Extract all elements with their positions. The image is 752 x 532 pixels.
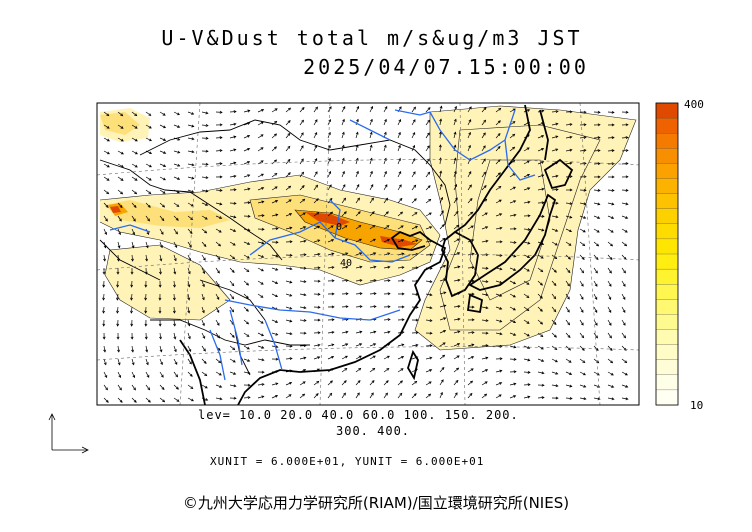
colorbar-swatch bbox=[655, 299, 679, 315]
map-datetime: 2025/04/07.15:00:00 bbox=[303, 55, 589, 79]
colorbar bbox=[655, 102, 679, 406]
colorbar-swatch bbox=[655, 238, 679, 255]
colorbar-swatch bbox=[655, 374, 679, 391]
graticule bbox=[96, 102, 640, 406]
copyright-notice: ©九州大学応用力学研究所(RIAM)/国立環境研究所(NIES) bbox=[182, 494, 570, 512]
colorbar-swatch bbox=[655, 117, 679, 134]
contour-levels-line1: lev= 10.0 20.0 40.0 60.0 100. 150. 200. bbox=[198, 408, 519, 422]
wind-vector-field bbox=[102, 105, 629, 403]
vector-units: XUNIT = 6.000E+01, YUNIT = 6.000E+01 bbox=[210, 455, 485, 468]
colorbar-swatch bbox=[655, 178, 679, 195]
contour-label-zero: 0 bbox=[336, 222, 342, 233]
colorbar-swatch bbox=[655, 133, 679, 149]
reference-vector-axes bbox=[48, 413, 89, 454]
colorbar-swatch bbox=[655, 253, 679, 270]
colorbar-swatch bbox=[655, 223, 679, 240]
colorbar-swatch bbox=[655, 193, 679, 210]
colorbar-swatch bbox=[655, 148, 679, 164]
contour-label-forty: 40 bbox=[340, 258, 352, 269]
map-title: U-V&Dust total m/s&ug/m3 JST bbox=[161, 26, 583, 50]
country-borders bbox=[99, 119, 451, 376]
colorbar-swatch bbox=[655, 329, 679, 346]
colorbar-swatch bbox=[655, 359, 679, 376]
colorbar-swatch bbox=[655, 284, 679, 300]
dust-plume-layer bbox=[100, 106, 636, 350]
colorbar-frame bbox=[655, 102, 679, 406]
colorbar-swatch bbox=[655, 163, 679, 179]
map-frame bbox=[96, 102, 640, 406]
colorbar-max-label: 400 bbox=[684, 98, 704, 111]
colorbar-swatch bbox=[655, 344, 679, 361]
rivers bbox=[109, 109, 536, 381]
colorbar-swatch bbox=[655, 268, 679, 285]
coastline bbox=[179, 104, 574, 406]
colorbar-swatch bbox=[655, 314, 679, 330]
colorbar-swatch bbox=[655, 208, 679, 225]
colorbar-min-label: 10 bbox=[690, 399, 704, 412]
colorbar-swatch bbox=[655, 389, 679, 406]
colorbar-swatch bbox=[655, 102, 679, 119]
contour-levels-line2: 300. 400. bbox=[336, 424, 411, 438]
